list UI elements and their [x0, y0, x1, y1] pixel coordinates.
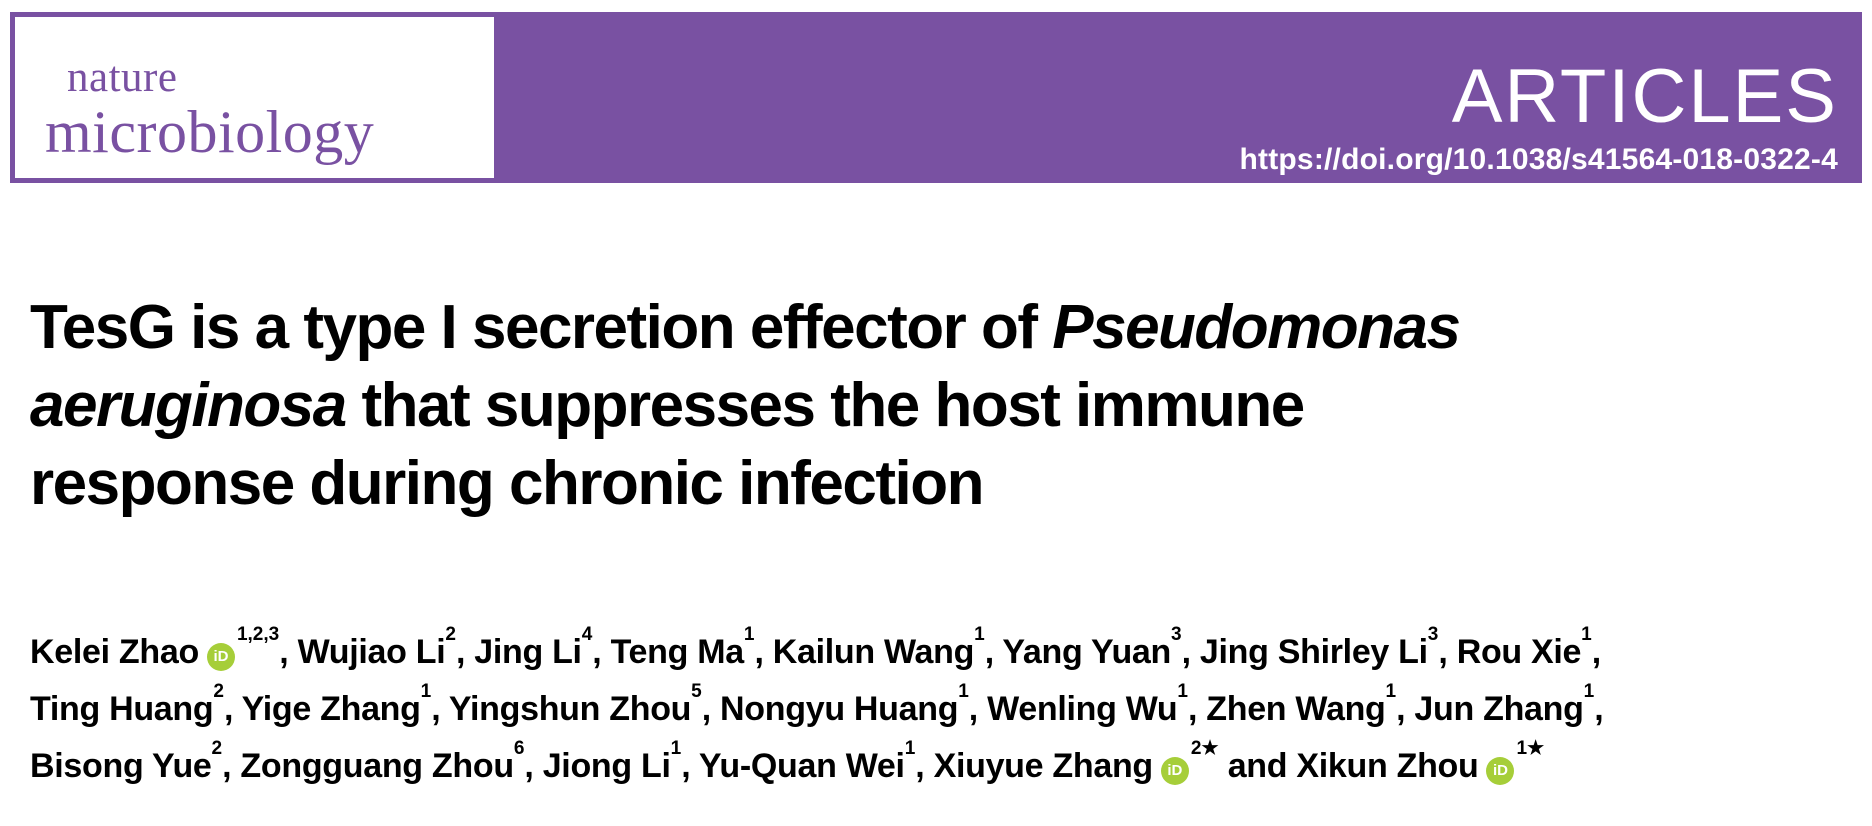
author-name: Bisong Yue: [30, 747, 212, 785]
journal-logo-microbiology: microbiology: [45, 99, 375, 165]
author-name: Xikun Zhou: [1296, 747, 1479, 785]
title-segment: TesG is a type I secretion effector of: [30, 293, 1053, 362]
journal-logo: nature microbiology: [10, 12, 499, 183]
author-name: Yu-Quan Wei: [698, 747, 905, 785]
author-affiliation-sup: 6: [513, 738, 525, 760]
author-affiliation-sup: 1★: [1516, 738, 1545, 760]
author-line: Ting Huang2, Yige Zhang1, Yingshun Zhou5…: [30, 681, 1604, 728]
title-line: aeruginosa that suppresses the host immu…: [30, 367, 1842, 445]
author-name: Wujiao Li: [297, 633, 446, 671]
author-affiliation-sup: 2: [211, 738, 223, 760]
title-segment: response during chronic infection: [30, 449, 984, 518]
author-name: Jing Li: [474, 633, 582, 671]
author-affiliation-sup: 1: [1581, 624, 1592, 646]
author-affiliation-sup: 1: [420, 681, 432, 703]
author-name: Rou Xie: [1456, 633, 1582, 671]
author-affiliation-sup: 1: [743, 624, 755, 646]
author-affiliation-sup: 3: [1427, 624, 1439, 646]
title-segment-italic: Pseudomonas: [1052, 293, 1461, 362]
journal-masthead: nature microbiology ARTICLES https://doi…: [10, 12, 1862, 183]
author-name: Zhen Wang: [1206, 690, 1386, 728]
author-affiliation-sup: 3: [1171, 624, 1182, 646]
author-affiliation-sup: 4: [581, 624, 593, 646]
journal-logo-nature: nature: [67, 54, 178, 101]
author-affiliation-sup: 1: [1385, 681, 1397, 703]
doi-link[interactable]: https://doi.org/10.1038/s41564-018-0322-…: [1239, 143, 1838, 176]
author-name: Zongguang Zhou: [240, 747, 514, 785]
author-name: Wenling Wu: [987, 690, 1178, 728]
author-name: Yige Zhang: [241, 690, 421, 728]
masthead-right: ARTICLES https://doi.org/10.1038/s41564-…: [1240, 12, 1839, 183]
author-name: Teng Ma: [610, 633, 745, 671]
author-line: Kelei Zhao iD1,2,3, Wujiao Li2, Jing Li4,…: [30, 624, 1601, 671]
author-name: Xiuyue Zhang: [933, 747, 1154, 785]
author-name: Kelei Zhao: [30, 633, 199, 671]
author-name: Nongyu Huang: [720, 690, 959, 728]
author-name: Jiong Li: [542, 747, 671, 785]
orcid-icon[interactable]: iD: [206, 642, 235, 671]
author-affiliation-sup: 2: [213, 681, 224, 703]
orcid-icon[interactable]: iD: [1160, 756, 1189, 785]
article-title: TesG is a type I secretion effector of P…: [30, 289, 1842, 523]
author-list: Kelei Zhao iD1,2,3, Wujiao Li2, Jing Li4,…: [30, 624, 1842, 795]
author-affiliation-sup: 1: [1177, 681, 1188, 703]
orcid-icon[interactable]: iD: [1486, 756, 1515, 785]
author-affiliation-sup: 1,2,3: [236, 624, 280, 646]
articles-label: ARTICLES: [1451, 54, 1838, 139]
title-line: response during chronic infection: [30, 445, 1842, 523]
title-line: TesG is a type I secretion effector of P…: [30, 289, 1842, 367]
author-affiliation-sup: 1: [974, 624, 985, 646]
author-name: Jun Zhang: [1414, 690, 1584, 728]
author-affiliation-sup: 1: [670, 738, 682, 760]
author-name: Kailun Wang: [772, 633, 975, 671]
author-name: Yang Yuan: [1002, 633, 1172, 671]
author-name: Ting Huang: [30, 690, 214, 728]
author-line: Bisong Yue2, Zongguang Zhou6, Jiong Li1,…: [30, 738, 1545, 785]
author-affiliation-sup: 5: [691, 681, 702, 703]
author-affiliation-sup: 1: [958, 681, 969, 703]
author-affiliation-sup: 2★: [1190, 738, 1219, 760]
author-name: Yingshun Zhou: [448, 690, 692, 728]
author-name: Jing Shirley Li: [1199, 633, 1428, 671]
title-segment: that suppresses the host immune: [345, 371, 1306, 440]
author-affiliation-sup: 2: [445, 624, 456, 646]
title-segment-italic: aeruginosa: [30, 371, 347, 440]
author-affiliation-sup: 1: [904, 738, 916, 760]
author-affiliation-sup: 1: [1583, 681, 1595, 703]
